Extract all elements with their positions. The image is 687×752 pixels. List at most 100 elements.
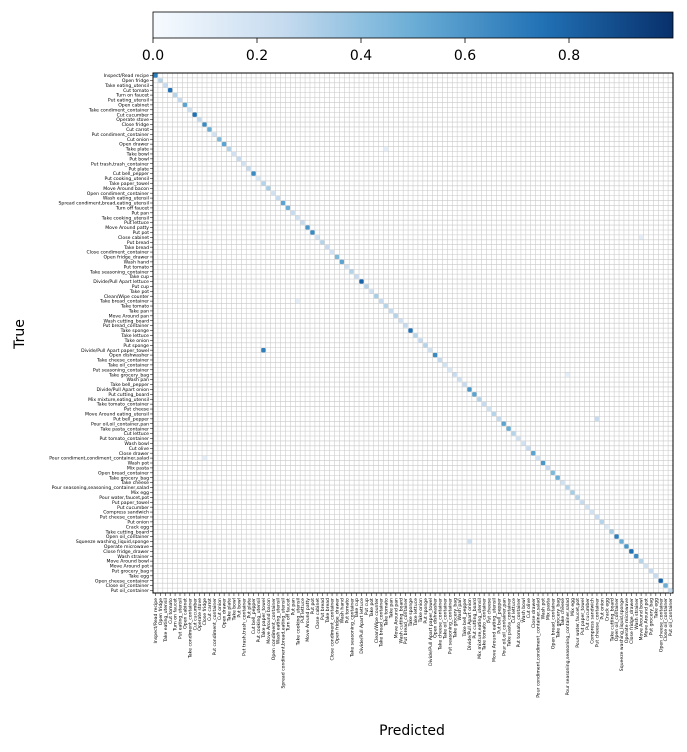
heatmap-cell: Take condiment_container → Take condimen… <box>187 107 192 112</box>
heatmap-cell: Move Around bowl → Move Around bowl: 0.3… <box>638 558 644 564</box>
x-tick-label: Close cabinet <box>315 598 321 629</box>
heatmap-cell: Cut olive → Cut olive: 0.25 <box>526 446 531 451</box>
y-tick-label: Take tomato_container <box>96 402 149 408</box>
y-tick-label: Put bell_pepper <box>113 416 149 422</box>
y-tick-label: Wash strainer <box>117 554 149 560</box>
heatmap-cell: Wash bowl → Wash bowl: 0.20 <box>521 441 526 446</box>
y-tick-label: Take cup <box>128 274 149 280</box>
x-tick-label: Close oil_container <box>663 598 669 642</box>
heatmap-cell: Take bread_container → Take cooking_uten… <box>295 298 300 304</box>
x-tick-label: Put tomato <box>344 598 350 624</box>
x-tick-label: Open fridge <box>158 598 164 625</box>
heatmap-cell: Cut tomato → Cut tomato: 0.75 <box>168 88 173 93</box>
y-tick-label: Take cheese_container <box>96 358 149 364</box>
y-tick-label: Put cheese_container <box>100 515 149 521</box>
x-tick-label: Pour water,faucet,pot <box>575 598 581 648</box>
y-tick-label: Move Around bacon <box>103 186 149 192</box>
heatmap-cell: Put grocery_bag → Put grocery_bag: 0.25 <box>648 568 654 574</box>
x-tick-label: Squeeze washing_liquid,sponge <box>619 598 625 671</box>
heatmap-cell: Divide/Pull Apart onion → Divide/Pull Ap… <box>467 387 472 392</box>
heatmap-cell: Mix pasta → Mix pasta: 0.25 <box>545 465 551 471</box>
y-tick-label: Put sponge <box>123 343 149 349</box>
heatmap-cell: Put bell_pepper → Put cheese_container: … <box>594 416 600 422</box>
x-tick-label: Clean/Wipe counter <box>374 598 380 643</box>
y-tick-label: Put onion <box>127 519 149 525</box>
heatmap-cell: Move Around bacon → Move Around bacon: 0… <box>266 186 271 191</box>
heatmap-cell: Move Around pan → Move Around pan: 0.30 <box>393 313 398 318</box>
x-tick-label: Crack egg <box>604 598 610 621</box>
heatmap-cell: Take cooking_utensil → Take cooking_uten… <box>295 215 300 220</box>
x-tick-label: Cut tomato <box>168 598 174 624</box>
y-tick-label: Mix mixture,eating_utensil <box>88 397 149 403</box>
y-tick-label: Mix pasta <box>127 466 149 472</box>
y-tick-label: Wash pot <box>128 461 150 467</box>
y-tick-label: Put bread <box>127 240 149 246</box>
y-tick-label: Open dishwasher <box>109 353 149 359</box>
x-tick-label: Pour condiment,condiment_container,salad <box>536 598 542 698</box>
heatmap-cell: Open cabinet → Open cabinet: 0.55 <box>182 102 188 108</box>
heatmap-cell: Take sponge → Take sponge: 0.75 <box>408 328 413 333</box>
heatmap-cell: Open fridge → Open fridge: 0.30 <box>158 78 163 83</box>
x-tick-label: Put bowl <box>236 598 242 618</box>
x-tick-label: Take pasta_container <box>506 598 512 648</box>
x-tick-label: Take plate <box>227 598 233 622</box>
heatmap-cell: Take bread_container → Take bread_contai… <box>378 298 384 304</box>
x-tick-label: Mix egg <box>570 598 576 616</box>
x-tick-label: Take bowl <box>232 598 238 621</box>
x-tick-label: Put trash,trash_container <box>241 598 247 656</box>
y-tick-label: Take pan <box>128 309 149 315</box>
heatmap-cell: Put bowl → Put bowl: 0.25 <box>236 156 242 162</box>
heatmap-cell: Squeeze washing_liquid,sponge → Divide/P… <box>467 539 472 544</box>
heatmap-cell: Take grocery_bag → Take grocery_bag: 0.2… <box>452 372 457 377</box>
y-tick-label: Spread condiment,bread,eating_utensil <box>58 201 149 207</box>
y-tick-label: Take bread <box>123 245 149 251</box>
x-tick-label: Operate microwave <box>624 598 630 643</box>
x-tick-label: Wash hand <box>339 598 345 623</box>
x-tick-label: Take pan <box>389 598 395 619</box>
x-tick-label: Put onion <box>599 598 605 620</box>
x-tick-label: Divide/Pull Apart paper_towel <box>428 598 434 666</box>
x-tick-label: Take bread <box>325 598 331 624</box>
x-tick-label: Put cooking_utensil <box>256 598 262 642</box>
y-tick-label: Wash eating_utensil <box>103 196 149 202</box>
x-tick-label: Put tomato_container <box>516 598 522 648</box>
x-tick-label: Turn off faucet <box>286 598 292 632</box>
heatmap-cell: Close fridge_drawer → Close fridge_drawe… <box>629 549 634 554</box>
x-tick-label: Compress sandwich <box>590 598 596 644</box>
x-tick-label: Move Around pot <box>644 598 650 637</box>
heatmap-cell: Clean/Wipe counter → Clean/Wipe counter:… <box>374 294 379 299</box>
x-tick-label: Take tomato <box>384 598 390 627</box>
heatmap-cell: Move Around pot → Move Around pot: 0.20 <box>643 563 649 569</box>
heatmap-cell: Take plate → Take tomato: 0.10 <box>383 146 389 152</box>
heatmap-cell: Move Around eating_utensil → Move Around… <box>491 411 497 417</box>
y-tick-label: Cut carrot <box>126 127 149 133</box>
heatmap-cell: Open condiment_container → Open condimen… <box>271 191 276 196</box>
y-tick-label: Take oil_container <box>107 362 149 368</box>
heatmap-cell: Wash pot → Wash pot: 0.60 <box>540 460 546 466</box>
heatmap-cell: Cut onion → Cut onion: 0.45 <box>217 137 222 142</box>
heatmap-cell: Take grocery_bag → Pour seasoning,season… <box>565 372 570 377</box>
y-tick-label: Operate microwave <box>104 544 149 550</box>
x-tick-label: Take cooking_utensil <box>295 598 301 646</box>
heatmap-cell: Put cutting_board → Put cutting_board: 0… <box>472 392 477 397</box>
y-tick-label: Move Around pot <box>110 564 149 570</box>
x-tick-label: Take bell_pepper <box>462 598 468 638</box>
y-tick-label: Open cabinet <box>118 102 149 108</box>
heatmap-cell: Pour condiment,condiment_container,salad… <box>202 455 207 461</box>
y-tick-label: Take cutting_board <box>105 529 149 535</box>
y-tick-label: Put grocery_bag <box>112 569 149 575</box>
heatmap-cell: Mix egg → Mix egg: 0.35 <box>570 490 575 495</box>
x-tick-label: Open dishwasher <box>433 598 439 638</box>
x-tick-label: Close fridge_drawer <box>629 598 635 644</box>
y-tick-label: Wash pan <box>127 377 150 383</box>
x-axis-label: Predicted <box>379 723 445 739</box>
y-tick-label: Take pasta_container <box>100 426 150 432</box>
y-tick-label: Take cooking_utensil <box>101 215 149 221</box>
heatmap-cell: Open dishwasher → Open dishwasher: 0.65 <box>432 352 438 358</box>
x-tick-label: Put cucumber <box>585 598 591 630</box>
heatmap-cell: Put sponge → Put sponge: 0.30 <box>423 343 428 348</box>
x-tick-label: Cut carrot <box>207 598 213 621</box>
heatmap-cell: Inspect/Read recipe → Inspect/Read recip… <box>153 73 158 78</box>
